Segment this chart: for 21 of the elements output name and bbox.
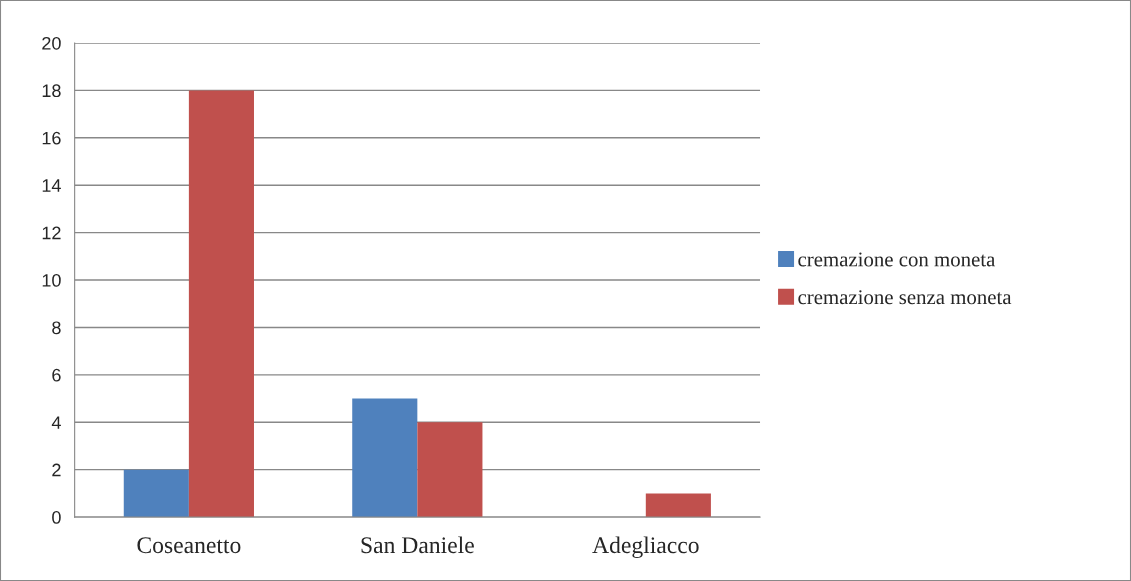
bar <box>645 493 711 518</box>
y-tick-label: 4 <box>51 416 61 429</box>
x-tick-label: Adegliacco <box>592 536 699 559</box>
y-tick-label: 12 <box>42 226 61 240</box>
y-tick-label: 18 <box>42 84 61 98</box>
x-tick-label: Coseanetto <box>137 537 241 554</box>
x-tick-label: San Daniele <box>361 536 474 554</box>
legend-label: cremazione con moneta <box>798 252 996 267</box>
y-tick-label: 20 <box>42 36 61 50</box>
y-tick-label: 10 <box>42 273 61 287</box>
bar <box>352 398 418 518</box>
legend-label: cremazione senza moneta <box>798 290 1012 305</box>
y-tick-label: 6 <box>52 368 61 382</box>
y-tick-label: 2 <box>52 463 61 477</box>
bar <box>123 469 189 518</box>
y-tick-label: 14 <box>42 179 61 192</box>
bar <box>417 422 483 518</box>
bar <box>188 90 254 518</box>
y-tick-label: 0 <box>52 511 61 524</box>
y-tick-label: 8 <box>52 321 61 335</box>
y-tick-label: 16 <box>42 131 61 145</box>
